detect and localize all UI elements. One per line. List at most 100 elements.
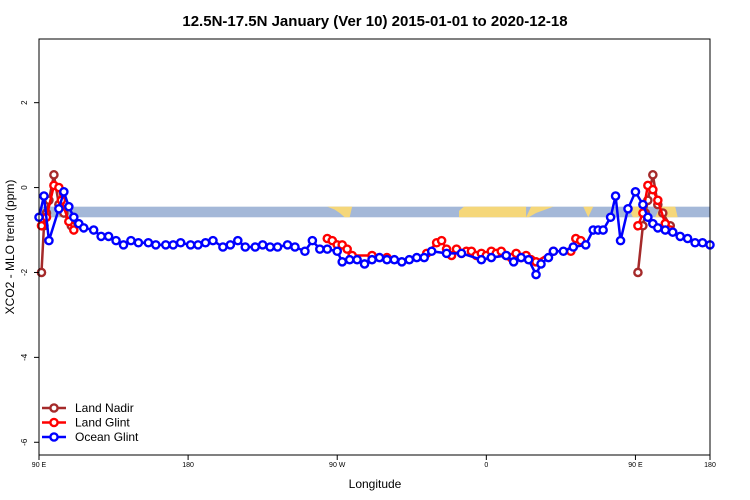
data-point-1-17 bbox=[436, 235, 447, 246]
data-point-2-81 bbox=[667, 227, 678, 237]
data-point-2-82 bbox=[675, 231, 685, 242]
data-point-2-74 bbox=[623, 203, 633, 214]
data-point-2-5 bbox=[64, 201, 74, 212]
data-point-2-40 bbox=[337, 257, 347, 267]
data-point-2-38 bbox=[322, 244, 333, 254]
data-point-2-4 bbox=[59, 187, 69, 197]
data-point-2-23 bbox=[200, 237, 211, 248]
data-point-2-1 bbox=[39, 191, 49, 201]
x-tick-label-4: 90 E bbox=[628, 462, 643, 469]
legend-marker-1 bbox=[49, 417, 59, 428]
data-point-2-39 bbox=[332, 246, 343, 257]
data-point-2-24 bbox=[208, 235, 218, 246]
data-point-2-70 bbox=[598, 225, 608, 235]
data-point-2-52 bbox=[426, 246, 437, 257]
data-point-2-31 bbox=[265, 242, 275, 252]
data-point-0-12 bbox=[648, 170, 658, 180]
data-point-2-67 bbox=[580, 240, 591, 250]
data-point-2-56 bbox=[486, 252, 497, 263]
data-point-2-60 bbox=[523, 254, 534, 265]
data-point-2-20 bbox=[175, 237, 186, 248]
data-point-2-19 bbox=[168, 240, 178, 250]
data-point-2-63 bbox=[543, 252, 554, 263]
data-point-2-13 bbox=[118, 240, 129, 250]
data-point-2-77 bbox=[643, 212, 653, 223]
land-mask-1 bbox=[458, 206, 527, 218]
chart-title: 12.5N-17.5N January (Ver 10) 2015-01-01 … bbox=[182, 13, 567, 30]
y-tick-label-3: -4 bbox=[20, 353, 29, 361]
legend-marker-2 bbox=[49, 432, 59, 442]
data-point-2-3 bbox=[54, 203, 64, 214]
plot-area bbox=[34, 170, 715, 280]
data-point-2-30 bbox=[257, 240, 268, 250]
data-point-2-44 bbox=[367, 254, 377, 265]
x-axis-label: Longitude bbox=[349, 477, 402, 491]
legend-label-0: Land Nadir bbox=[75, 401, 134, 415]
data-point-2-80 bbox=[660, 225, 671, 235]
x-tick-label-1: 180 bbox=[182, 462, 194, 469]
data-point-2-8 bbox=[78, 223, 89, 233]
y-axis: 2 0 -2 -4 -6 bbox=[20, 100, 39, 446]
data-point-1-11 bbox=[342, 244, 352, 254]
reference-band bbox=[39, 206, 710, 218]
data-point-2-28 bbox=[240, 242, 251, 252]
data-point-2-57 bbox=[501, 250, 512, 261]
x-tick-label-0: 90 E bbox=[32, 462, 47, 469]
y-tick-label-0: 2 bbox=[20, 100, 29, 105]
data-point-2-14 bbox=[126, 235, 136, 246]
data-point-2-29 bbox=[250, 242, 261, 252]
data-point-2-50 bbox=[411, 252, 422, 263]
data-point-2-55 bbox=[476, 254, 487, 265]
data-point-2-54 bbox=[456, 248, 467, 259]
data-point-2-84 bbox=[690, 237, 700, 248]
data-point-2-72 bbox=[610, 191, 621, 201]
data-point-2-43 bbox=[359, 259, 370, 269]
data-point-1-45 bbox=[653, 195, 663, 206]
data-point-2-36 bbox=[307, 235, 318, 246]
legend-marker-0 bbox=[49, 403, 59, 413]
plot-border bbox=[38, 38, 711, 456]
data-point-2-58 bbox=[508, 257, 519, 267]
data-point-2-17 bbox=[151, 240, 161, 250]
data-point-1-41 bbox=[633, 220, 643, 231]
data-point-2-75 bbox=[630, 187, 641, 197]
data-point-2-66 bbox=[568, 242, 579, 252]
y-axis-label: XCO2 - MLO trend (ppm) bbox=[3, 180, 17, 315]
data-point-2-21 bbox=[185, 240, 196, 250]
data-point-2-10 bbox=[96, 231, 106, 242]
data-point-2-85 bbox=[697, 237, 708, 248]
data-point-2-33 bbox=[282, 240, 293, 250]
land-mask-3 bbox=[583, 206, 594, 218]
data-point-2-6 bbox=[68, 212, 79, 223]
data-point-2-46 bbox=[382, 254, 392, 265]
data-point-2-35 bbox=[300, 246, 310, 257]
data-point-2-51 bbox=[419, 252, 430, 263]
series-1 bbox=[36, 180, 676, 267]
data-point-1-44 bbox=[648, 184, 658, 195]
data-point-2-61 bbox=[531, 269, 541, 280]
data-point-2-79 bbox=[653, 223, 663, 233]
data-point-2-42 bbox=[352, 254, 362, 265]
x-tick-label-2: 90 W bbox=[329, 462, 346, 469]
y-tick-label-2: -2 bbox=[20, 268, 29, 276]
series-2 bbox=[34, 187, 715, 280]
data-point-0-8 bbox=[633, 267, 643, 278]
data-point-2-32 bbox=[272, 242, 283, 252]
data-point-2-53 bbox=[441, 248, 452, 259]
x-tick-label-5: 180 bbox=[704, 462, 716, 469]
data-point-2-22 bbox=[193, 240, 203, 250]
data-point-2-45 bbox=[374, 252, 385, 263]
x-axis: 90 E 180 90 W 0 90 E 180 bbox=[32, 455, 716, 469]
data-point-2-15 bbox=[133, 237, 144, 248]
data-point-2-71 bbox=[605, 212, 616, 223]
data-point-2-76 bbox=[638, 199, 648, 210]
land-mask-2 bbox=[526, 206, 554, 218]
data-point-2-47 bbox=[389, 254, 400, 265]
data-point-2-37 bbox=[315, 244, 325, 254]
data-point-0-4 bbox=[49, 170, 59, 180]
data-point-2-83 bbox=[682, 233, 693, 244]
data-point-2-27 bbox=[233, 235, 243, 246]
data-point-2-26 bbox=[225, 240, 236, 250]
legend-label-1: Land Glint bbox=[75, 416, 130, 430]
